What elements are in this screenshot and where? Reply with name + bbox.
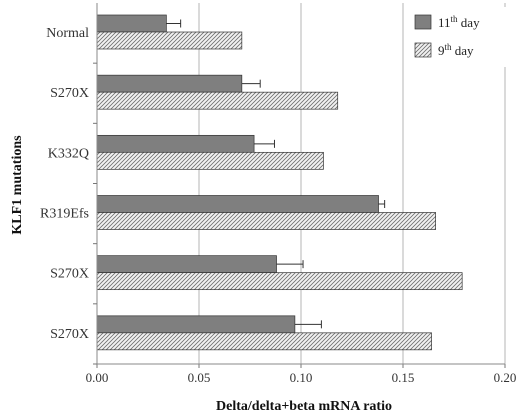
bar-11th-day — [96, 14, 167, 33]
bar-9th-day — [96, 31, 243, 50]
x-tick-label: 0.15 — [392, 370, 415, 385]
x-tick-label: 0.20 — [494, 370, 517, 385]
y-axis-title: KLF1 mutations — [10, 135, 25, 235]
x-tick-label: 0.00 — [86, 370, 109, 385]
legend-label-9th-day: 9th day — [438, 42, 474, 58]
x-tick-label: 0.10 — [290, 370, 313, 385]
bar-11th-day — [96, 315, 296, 334]
bar-11th-day — [96, 255, 277, 274]
category-label: Normal — [46, 26, 89, 41]
category-label: R319Efs — [40, 207, 89, 222]
x-tick-label: 0.05 — [188, 370, 211, 385]
bar-9th-day — [96, 272, 463, 291]
bar-9th-day — [96, 151, 324, 170]
legend: 11th day 9th day — [408, 7, 506, 67]
category-label: K332Q — [48, 146, 89, 161]
category-label: S270X — [50, 267, 89, 282]
category-label: S270X — [50, 327, 89, 342]
x-axis-title: Delta/delta+beta mRNA ratio — [216, 399, 392, 414]
bar-11th-day — [96, 195, 379, 213]
legend-swatch-9th-day — [414, 42, 432, 58]
bar-9th-day — [96, 212, 436, 230]
legend-swatch-11th-day — [414, 14, 432, 30]
legend-label-11th-day: 11th day — [438, 14, 480, 30]
category-label: S270X — [50, 86, 89, 101]
bars — [96, 14, 463, 351]
bar-9th-day — [96, 91, 339, 110]
bar-11th-day — [96, 74, 243, 93]
bar-11th-day — [96, 134, 255, 153]
axes — [93, 3, 506, 368]
labels: 0.00 0.05 0.10 0.15 0.20 Normal S270X K332Q R319… — [40, 26, 516, 385]
bar-9th-day — [96, 332, 432, 351]
